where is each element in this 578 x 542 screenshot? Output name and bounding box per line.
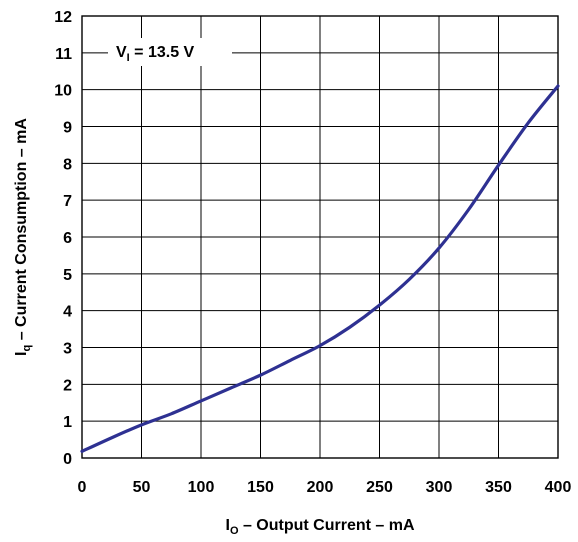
annotation-rest: = 13.5 V [130,44,195,61]
y-tick-label: 10 [54,83,72,100]
y-tick-label: 12 [54,9,72,26]
y-tick-label: 0 [63,451,72,468]
x-tick-label: 350 [485,479,512,496]
x-tick-label: 50 [133,479,151,496]
x-tick-label: 150 [247,479,274,496]
x-tick-labels: 0 50 100 150 200 250 300 350 400 [78,479,572,496]
series-group [80,84,560,453]
x-axis-label: IO – Output Current – mA [225,517,414,537]
y-tick-label: 6 [63,230,72,247]
annotation-label: VI = 13.5 V [116,44,195,64]
x-axis-label-rest: – Output Current – mA [239,517,415,534]
y-tick-label: 1 [63,414,72,431]
x-tick-label: 400 [545,479,572,496]
y-tick-label: 5 [63,267,72,284]
x-tick-label: 0 [78,479,87,496]
annotation-background [108,38,232,66]
y-axis-label-rest: – Current Consumption – mA [13,118,30,345]
grid-lines [82,16,558,458]
y-tick-label: 9 [63,120,72,137]
x-tick-label: 100 [188,479,215,496]
y-tick-label: 11 [55,46,72,63]
x-axis-label-main: I [225,517,229,534]
plot-frame [81,15,559,459]
x-tick-label: 300 [426,479,453,496]
series-line [80,84,560,453]
x-tick-label: 200 [307,479,334,496]
y-tick-label: 4 [63,304,72,321]
y-tick-label: 8 [63,156,72,173]
y-tick-label: 7 [63,193,72,210]
y-axis-label-subscript: q [21,345,33,352]
annotation-main: V [116,44,127,61]
x-tick-label: 250 [366,479,393,496]
x-axis-label-subscript: O [230,525,239,537]
y-tick-label: 2 [63,377,72,394]
annotation-subscript: I [127,52,130,64]
y-tick-label: 3 [63,341,72,358]
y-axis-label-main: I [13,351,30,355]
y-axis-label: Iq – Current Consumption – mA [13,118,33,356]
